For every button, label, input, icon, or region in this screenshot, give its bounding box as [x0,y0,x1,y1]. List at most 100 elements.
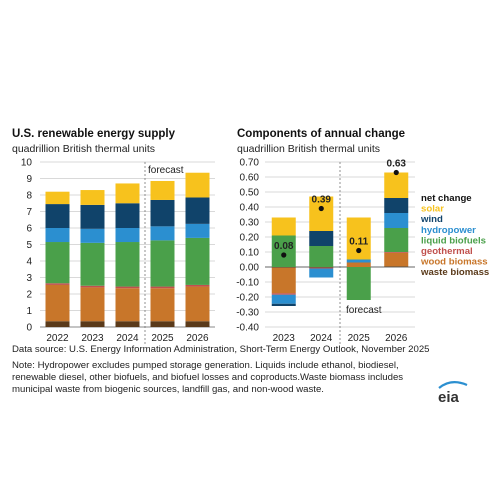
right-bar-waste-biomass [384,266,409,267]
left-bar-liquid-biofuels [150,240,175,287]
right-bar-hydropower [346,259,371,263]
right-bar-waste-biomass [309,267,334,268]
left-x-tick-label: 2024 [116,333,139,344]
eia-logo: eia [438,381,468,406]
right-forecast-label: forecast [346,305,382,316]
legend-solar: solar [421,204,444,215]
left-bar-waste-biomass [115,321,140,327]
left-bar-wood-biomass [80,287,105,322]
right-y-tick-label: -0.20 [236,293,259,304]
right-x-tick-label: 2024 [310,333,333,344]
right-bar-solar [271,217,296,236]
net-change-label: 0.39 [312,195,332,206]
net-change-point [318,205,324,212]
left-y-tick-label: 0 [26,323,32,334]
left-bar-liquid-biofuels [45,242,70,284]
net-change-label: 0.11 [349,237,368,248]
right-bar-geothermal [309,267,334,269]
left-bar-wind [45,204,70,228]
data-source-note: Data source: U.S. Energy Information Adm… [12,344,430,355]
left-bar-solar [185,172,210,198]
right-x-tick-label: 2023 [273,333,296,344]
right-bar-geothermal [384,252,409,253]
left-y-tick-label: 9 [26,174,32,185]
left-bar-solar [115,183,140,204]
right-bar-liquid-biofuels [384,228,409,252]
left-bar-waste-biomass [80,321,105,327]
legend-wind: wind [420,214,443,225]
left-bar-waste-biomass [185,321,210,327]
left-bar-solar [45,191,70,205]
right-y-tick-label: 0.70 [240,158,260,169]
left-bar-wood-biomass [185,286,210,322]
net-change-label: 0.63 [387,159,407,170]
right-bar-hydropower [309,268,334,278]
left-bar-hydropower [150,226,175,241]
left-bar-wood-biomass [45,284,70,322]
right-bar-hydropower [271,294,296,304]
right-chart-title: Components of annual change [237,128,406,140]
left-x-tick-label: 2025 [151,333,174,344]
right-bar-waste-biomass [271,267,296,268]
right-bar-geothermal [271,293,296,295]
right-y-tick-label: -0.30 [236,308,259,319]
legend-wood-biomass: wood biomass [420,257,488,268]
right-bar-liquid-biofuels [309,246,334,267]
right-y-tick-label: 0.60 [240,173,260,184]
eia-logo-arc [438,381,468,389]
right-bar-wood-biomass [346,262,371,267]
left-y-tick-label: 8 [26,191,32,202]
right-y-tick-label: 0.20 [240,233,260,244]
right-bar-hydropower [384,213,409,228]
left-bar-waste-biomass [150,321,175,327]
left-bar-hydropower [185,223,210,238]
right-x-tick-label: 2026 [385,333,408,344]
right-y-tick-label: -0.40 [236,323,259,334]
net-change-label: 0.08 [274,241,294,252]
right-chart-subtitle: quadrillion British thermal units [237,143,380,155]
right-y-tick-label: 0.00 [240,263,260,274]
right-bar-wind [271,303,296,306]
right-y-tick-label: 0.50 [240,188,260,199]
left-bar-hydropower [80,228,105,243]
left-y-tick-label: 1 [26,306,32,317]
left-bar-geothermal [45,283,70,285]
right-bar-wood-biomass [271,267,296,294]
left-bar-geothermal [115,286,140,289]
left-chart-title: U.S. renewable energy supply [12,128,175,140]
left-forecast-label: forecast [148,165,184,176]
right-y-tick-label: 0.10 [240,248,260,259]
left-y-tick-label: 3 [26,273,32,284]
left-bar-geothermal [185,284,210,287]
left-bar-hydropower [115,228,140,243]
right-x-tick-label: 2025 [348,333,371,344]
legend-waste-biomass: waste biomass [420,267,489,278]
left-bar-wind [115,203,140,228]
net-change-point [393,169,399,176]
left-bar-geothermal [150,286,175,289]
left-y-tick-label: 6 [26,224,32,235]
legend-hydropower: hydropower [421,225,476,236]
left-y-tick-label: 5 [26,240,32,251]
left-y-tick-label: 2 [26,290,32,301]
left-bar-wind [80,204,105,229]
left-x-tick-label: 2023 [81,333,104,344]
left-bar-wood-biomass [115,288,140,322]
left-y-tick-label: 10 [21,158,33,169]
left-x-tick-label: 2026 [186,333,209,344]
left-bar-wind [150,199,175,227]
right-bar-liquid-biofuels [346,267,371,300]
right-y-tick-label: 0.40 [240,203,260,214]
net-change-point [281,252,287,258]
left-y-tick-label: 7 [26,207,32,218]
right-bar-solar [309,196,334,231]
right-bar-liquid-biofuels [271,235,296,267]
left-bar-geothermal [80,285,105,288]
legend-geothermal: geothermal [421,246,473,257]
footnote-line-2: renewable diesel, other biofuels, and bi… [12,372,404,383]
left-bar-liquid-biofuels [80,242,105,286]
left-bar-wood-biomass [150,288,175,322]
legend-liquid-biofuels: liquid biofuels [421,235,486,246]
left-bar-solar [80,190,105,205]
right-bar-wood-biomass [384,252,409,267]
